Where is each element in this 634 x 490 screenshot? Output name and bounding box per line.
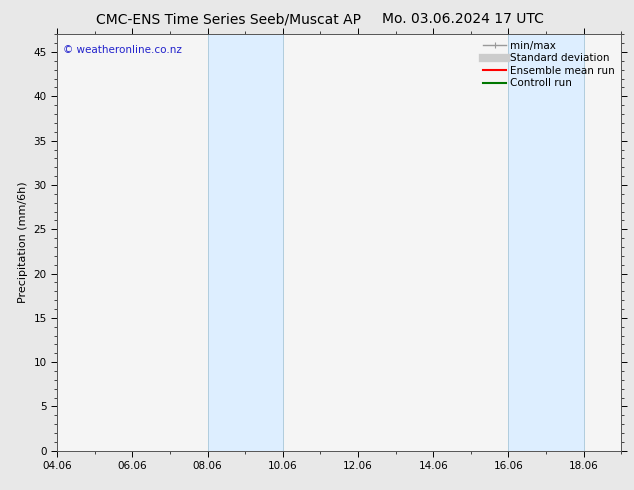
Bar — [508, 34, 584, 451]
Text: © weatheronline.co.nz: © weatheronline.co.nz — [63, 45, 181, 55]
Text: Mo. 03.06.2024 17 UTC: Mo. 03.06.2024 17 UTC — [382, 12, 544, 26]
Legend: min/max, Standard deviation, Ensemble mean run, Controll run: min/max, Standard deviation, Ensemble me… — [480, 37, 618, 92]
Bar — [207, 34, 283, 451]
Y-axis label: Precipitation (mm/6h): Precipitation (mm/6h) — [18, 182, 28, 303]
Text: CMC-ENS Time Series Seeb/Muscat AP: CMC-ENS Time Series Seeb/Muscat AP — [96, 12, 361, 26]
